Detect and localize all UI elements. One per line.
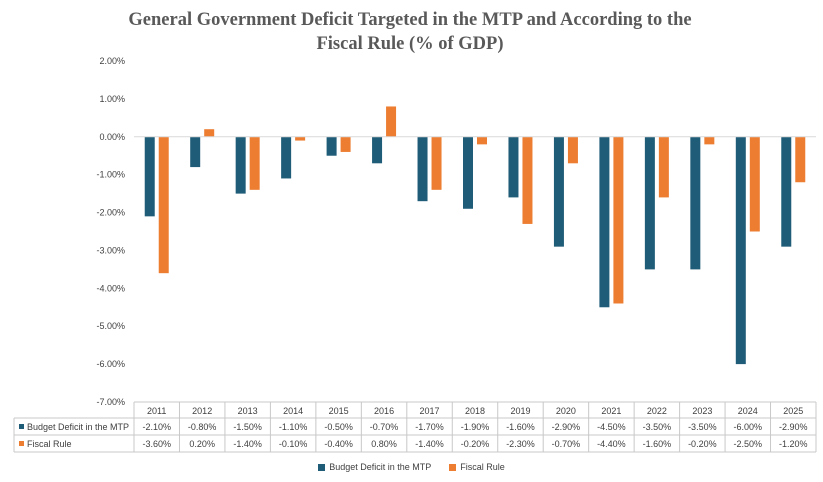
y-tick-label: -6.00% <box>96 359 125 369</box>
table-cell-fiscal-rule: -0.20% <box>688 439 717 449</box>
x-category-label: 2014 <box>283 406 303 416</box>
table-cell-fiscal-rule: -2.50% <box>734 439 763 449</box>
table-cell-fiscal-rule: -3.60% <box>142 439 171 449</box>
table-cell-fiscal-rule: 0.80% <box>371 439 397 449</box>
bar-mtp <box>190 136 201 168</box>
bar-fiscal-rule <box>522 136 533 224</box>
legend-label-fiscal-rule: Fiscal Rule <box>460 462 505 472</box>
table-cell-mtp: -1.70% <box>415 422 444 432</box>
table-cell-fiscal-rule: -1.40% <box>233 439 262 449</box>
bar-mtp <box>508 136 519 198</box>
x-category-label: 2019 <box>510 406 530 416</box>
x-category-label: 2016 <box>374 406 394 416</box>
y-tick-label: 2.00% <box>99 56 125 66</box>
x-category-label: 2012 <box>192 406 212 416</box>
y-tick-label: -4.00% <box>96 283 125 293</box>
legend-item-mtp: Budget Deficit in the MTP <box>318 462 431 472</box>
x-category-label: 2020 <box>556 406 576 416</box>
x-category-label: 2022 <box>647 406 667 416</box>
table-cell-mtp: -1.90% <box>461 422 490 432</box>
y-tick-label: 1.00% <box>99 94 125 104</box>
table-cell-fiscal-rule: -1.20% <box>779 439 808 449</box>
bar-fiscal-rule <box>613 136 624 304</box>
table-cell-mtp: -0.50% <box>324 422 353 432</box>
x-category-label: 2025 <box>783 406 803 416</box>
y-tick-label: -1.00% <box>96 170 125 180</box>
y-tick-label: -5.00% <box>96 321 125 331</box>
bar-fiscal-rule <box>295 136 306 141</box>
bar-mtp <box>372 136 383 164</box>
y-tick-label: 0.00% <box>99 132 125 142</box>
table-cell-mtp: -3.50% <box>688 422 717 432</box>
table-cell-mtp: -2.90% <box>779 422 808 432</box>
table-row-label-mtp: Budget Deficit in the MTP <box>27 422 129 432</box>
bar-fiscal-rule <box>249 136 260 190</box>
bar-fiscal-rule <box>204 129 215 137</box>
bar-mtp <box>235 136 246 194</box>
table-cell-mtp: -6.00% <box>734 422 763 432</box>
y-tick-label: -2.00% <box>96 208 125 218</box>
table-cell-fiscal-rule: -0.70% <box>552 439 581 449</box>
bar-mtp <box>690 136 701 270</box>
bar-fiscal-rule <box>795 136 806 183</box>
table-cell-fiscal-rule: -4.40% <box>597 439 626 449</box>
table-cell-fiscal-rule: -1.60% <box>643 439 672 449</box>
x-category-label: 2011 <box>147 406 166 416</box>
x-category-label: 2024 <box>738 406 758 416</box>
legend-swatch-fiscal-rule <box>449 463 457 471</box>
x-category-label: 2015 <box>329 406 349 416</box>
chart-title: General Government Deficit Targeted in t… <box>128 10 692 54</box>
x-category-label: 2021 <box>601 406 621 416</box>
x-category-label: 2017 <box>420 406 440 416</box>
bar-fiscal-rule <box>567 136 578 164</box>
bar-fiscal-rule <box>658 136 669 198</box>
bar-fiscal-rule <box>704 136 715 145</box>
table-cell-fiscal-rule: 0.20% <box>189 439 215 449</box>
bar-mtp <box>599 136 610 308</box>
table-cell-mtp: -2.10% <box>142 422 171 432</box>
legend-label-mtp: Budget Deficit in the MTP <box>329 462 432 472</box>
table-cell-fiscal-rule: -1.40% <box>415 439 444 449</box>
table-cell-mtp: -1.10% <box>279 422 308 432</box>
table-cell-mtp: -2.90% <box>552 422 581 432</box>
bar-fiscal-rule <box>477 136 487 145</box>
table-cell-mtp: -1.50% <box>233 422 262 432</box>
bar-mtp <box>417 136 428 202</box>
bar-fiscal-rule <box>431 136 442 190</box>
table-cell-fiscal-rule: -2.30% <box>506 439 535 449</box>
bar-mtp <box>144 136 155 217</box>
table-cell-mtp: -1.60% <box>506 422 535 432</box>
table-cell-fiscal-rule: -0.20% <box>461 439 490 449</box>
y-tick-label: -3.00% <box>96 245 125 255</box>
table-key-mtp <box>19 424 24 429</box>
bar-mtp <box>553 136 564 247</box>
bar-fiscal-rule <box>158 136 169 274</box>
bar-fiscal-rule <box>386 106 397 137</box>
bar-fiscal-rule <box>340 136 351 152</box>
x-category-label: 2013 <box>238 406 258 416</box>
table-key-fiscal-rule <box>19 441 24 446</box>
table-cell-mtp: -3.50% <box>643 422 672 432</box>
bar-mtp <box>281 136 292 179</box>
x-category-label: 2023 <box>692 406 712 416</box>
table-row-label-fiscal-rule: Fiscal Rule <box>27 439 72 449</box>
bar-mtp <box>735 136 746 365</box>
bar-fiscal-rule <box>749 136 760 232</box>
table-cell-mtp: -0.80% <box>188 422 217 432</box>
table-cell-mtp: -0.70% <box>370 422 399 432</box>
bar-mtp <box>644 136 655 270</box>
table-cell-fiscal-rule: -0.10% <box>279 439 308 449</box>
bar-mtp <box>326 136 337 156</box>
x-category-label: 2018 <box>465 406 485 416</box>
table-cell-mtp: -4.50% <box>597 422 626 432</box>
legend-item-fiscal-rule: Fiscal Rule <box>449 462 505 472</box>
legend-swatch-mtp <box>318 463 326 471</box>
table-cell-fiscal-rule: -0.40% <box>324 439 353 449</box>
bar-mtp <box>463 136 473 209</box>
bar-mtp <box>781 136 792 247</box>
y-tick-label: -7.00% <box>96 397 125 407</box>
legend: Budget Deficit in the MTP Fiscal Rule <box>0 462 823 472</box>
